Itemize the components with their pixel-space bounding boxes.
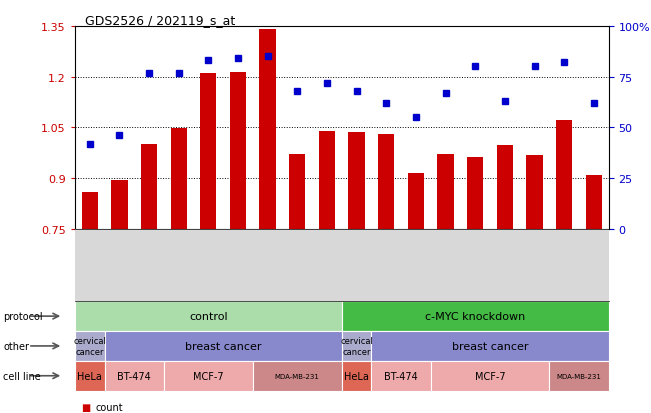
Bar bbox=[260, 30, 276, 229]
Bar bbox=[348, 133, 365, 229]
Text: count: count bbox=[96, 402, 123, 412]
Bar bbox=[319, 132, 335, 229]
Bar bbox=[586, 176, 602, 229]
Text: control: control bbox=[189, 311, 228, 321]
Text: c-MYC knockdown: c-MYC knockdown bbox=[425, 311, 525, 321]
Text: breast cancer: breast cancer bbox=[185, 341, 262, 351]
Bar bbox=[556, 120, 572, 229]
Text: MCF-7: MCF-7 bbox=[475, 371, 505, 381]
Bar bbox=[378, 135, 395, 229]
Text: BT-474: BT-474 bbox=[384, 371, 418, 381]
Text: ■: ■ bbox=[81, 402, 90, 412]
Text: HeLa: HeLa bbox=[344, 371, 369, 381]
Text: cervical
cancer: cervical cancer bbox=[340, 337, 373, 356]
Text: protocol: protocol bbox=[3, 311, 43, 321]
Text: cell line: cell line bbox=[3, 371, 41, 381]
Text: other: other bbox=[3, 341, 29, 351]
Bar bbox=[200, 74, 217, 229]
Text: HeLa: HeLa bbox=[77, 371, 102, 381]
Bar bbox=[171, 129, 187, 229]
Text: cervical
cancer: cervical cancer bbox=[74, 337, 106, 356]
Bar bbox=[81, 193, 98, 229]
Text: MDA-MB-231: MDA-MB-231 bbox=[557, 373, 602, 379]
Bar bbox=[289, 154, 305, 229]
Bar bbox=[527, 156, 543, 229]
Bar bbox=[141, 145, 157, 229]
Bar bbox=[437, 154, 454, 229]
Text: MDA-MB-231: MDA-MB-231 bbox=[275, 373, 320, 379]
Text: breast cancer: breast cancer bbox=[452, 341, 529, 351]
Text: BT-474: BT-474 bbox=[117, 371, 151, 381]
Bar bbox=[497, 145, 513, 229]
Bar bbox=[111, 180, 128, 229]
Text: MCF-7: MCF-7 bbox=[193, 371, 224, 381]
Bar bbox=[467, 158, 484, 229]
Bar bbox=[230, 72, 246, 229]
Text: GDS2526 / 202119_s_at: GDS2526 / 202119_s_at bbox=[85, 14, 235, 27]
Bar bbox=[408, 173, 424, 229]
